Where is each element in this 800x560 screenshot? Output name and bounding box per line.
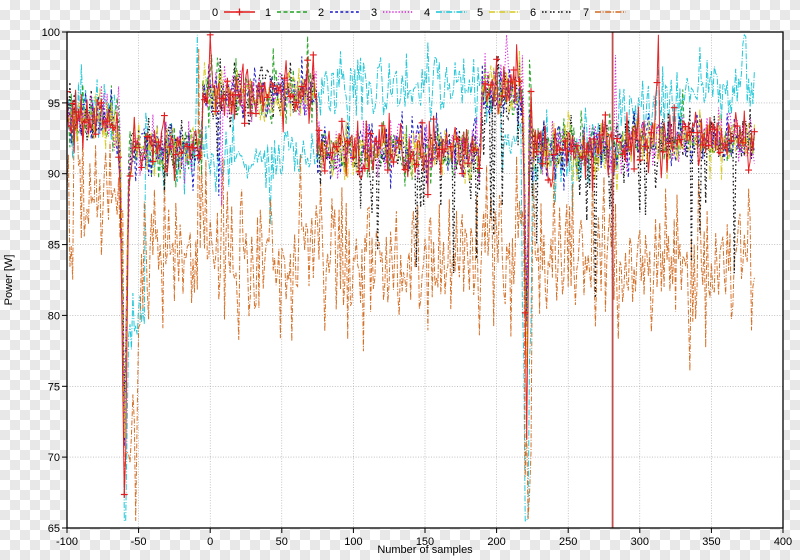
svg-text:50: 50 — [276, 536, 288, 548]
svg-text:70: 70 — [48, 452, 60, 464]
svg-text:Number of samples: Number of samples — [377, 544, 473, 556]
svg-text:-50: -50 — [131, 536, 147, 548]
svg-text:300: 300 — [631, 536, 649, 548]
svg-text:0: 0 — [212, 7, 218, 19]
svg-text:350: 350 — [702, 536, 720, 548]
svg-text:200: 200 — [487, 536, 505, 548]
svg-text:Power [W]: Power [W] — [3, 255, 15, 306]
svg-text:7: 7 — [583, 7, 589, 19]
svg-text:4: 4 — [424, 7, 430, 19]
svg-text:0: 0 — [207, 536, 213, 548]
svg-text:80: 80 — [48, 310, 60, 322]
svg-text:65: 65 — [48, 523, 60, 535]
svg-text:75: 75 — [48, 381, 60, 393]
svg-text:-100: -100 — [56, 536, 78, 548]
svg-text:3: 3 — [371, 7, 377, 19]
svg-text:1: 1 — [265, 7, 271, 19]
svg-text:95: 95 — [48, 98, 60, 110]
svg-text:250: 250 — [559, 536, 577, 548]
svg-text:100: 100 — [42, 27, 60, 39]
svg-text:100: 100 — [344, 536, 362, 548]
svg-text:85: 85 — [48, 240, 60, 252]
svg-text:5: 5 — [477, 7, 483, 19]
svg-text:6: 6 — [530, 7, 536, 19]
svg-text:2: 2 — [318, 7, 324, 19]
svg-text:400: 400 — [774, 536, 792, 548]
svg-text:90: 90 — [48, 169, 60, 181]
